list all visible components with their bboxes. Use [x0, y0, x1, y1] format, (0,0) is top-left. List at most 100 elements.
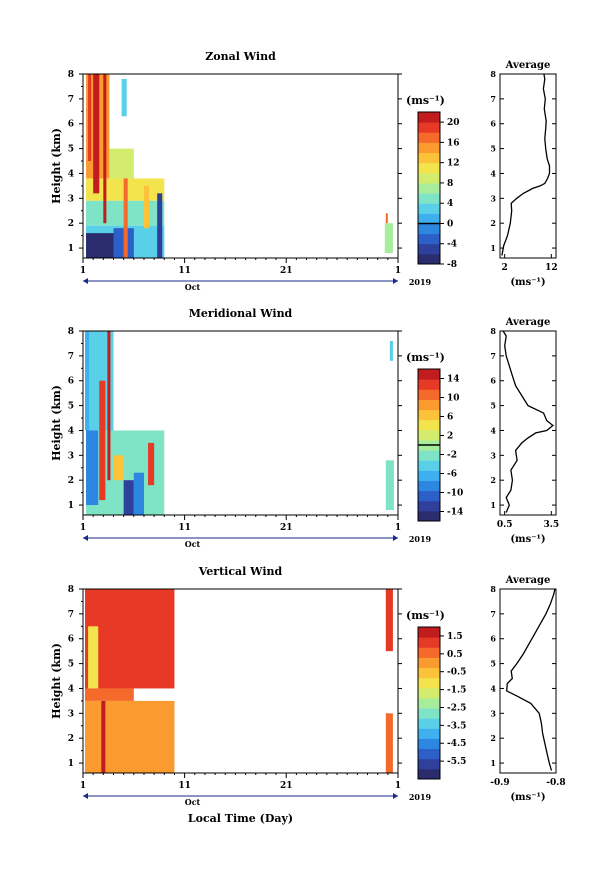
average-y-tick-label: 6 — [490, 376, 496, 386]
heatmap-cells — [85, 331, 394, 515]
heatmap-cell — [143, 185, 150, 229]
y-tick-label: 6 — [68, 120, 74, 130]
colorbar-swatch — [418, 193, 440, 204]
average-frame — [499, 330, 557, 516]
year-label: 2019 — [409, 534, 432, 544]
heatmap-cell — [88, 74, 92, 162]
average-profile-line — [506, 588, 556, 771]
x-tick-label: 21 — [280, 266, 293, 276]
colorbar-frame — [417, 111, 441, 265]
colorbar-swatch — [418, 470, 440, 481]
colorbar-swatch — [418, 697, 440, 709]
colorbar-swatch — [418, 419, 440, 431]
panel-title: Vertical Wind — [198, 565, 283, 578]
average-y-tick-label: 5 — [490, 144, 496, 154]
month-bar-arrow-right — [393, 793, 398, 799]
month-bar-arrow-right — [393, 535, 398, 541]
colorbar-swatch — [418, 389, 440, 400]
month-bar-arrow-left — [83, 278, 88, 284]
colorbar-tick-label: 0 — [447, 219, 453, 229]
average-y-tick-label: 7 — [490, 351, 496, 361]
y-tick-label: 5 — [68, 145, 74, 155]
colorbar-swatch — [418, 112, 440, 123]
heatmap-cell — [109, 148, 134, 179]
colorbar-swatch — [418, 677, 440, 689]
colorbar-swatch — [418, 162, 440, 174]
average-unit: (ms⁻¹) — [510, 792, 545, 803]
year-label: 2019 — [409, 792, 432, 802]
heatmap-cell — [384, 223, 393, 254]
heatmap-cell — [113, 455, 124, 481]
average-y-tick-label: 6 — [490, 119, 496, 129]
colorbar-swatch — [418, 122, 440, 133]
y-tick-label: 4 — [68, 426, 74, 436]
colorbar-tick-label: 8 — [447, 179, 453, 189]
colorbar-swatch — [418, 687, 440, 699]
average-y-tick-label: 2 — [490, 475, 496, 485]
average-y-tick-label: 4 — [490, 425, 496, 435]
average-y-tick-label: 4 — [490, 683, 496, 693]
average-y-tick-label: 7 — [490, 609, 496, 619]
colorbar-swatch — [418, 223, 440, 235]
y-tick-label: 3 — [68, 709, 74, 719]
colorbar-swatch — [418, 758, 440, 770]
y-tick-label: 3 — [68, 451, 74, 461]
plot-frame — [82, 330, 399, 516]
colorbar-tick-label: 16 — [447, 138, 460, 148]
y-tick-label: 1 — [68, 501, 74, 511]
average-x-tick-label: 0.5 — [497, 520, 513, 530]
colorbar-tick-label: 6 — [447, 413, 453, 423]
x-tick-label: 11 — [178, 266, 191, 276]
average-frame — [499, 588, 557, 774]
y-tick-label: 7 — [68, 610, 74, 620]
average-profile-line — [501, 73, 551, 256]
colorbar-unit: (ms⁻¹) — [406, 609, 445, 622]
colorbar-swatch — [418, 748, 440, 760]
average-x-tick-label: 2 — [502, 263, 508, 273]
y-tick-label: 8 — [68, 70, 74, 80]
heatmap-cell — [123, 178, 128, 258]
y-axis-label: Height (km) — [50, 385, 63, 461]
average-y-tick-label: 4 — [490, 168, 496, 178]
heatmap-cell — [123, 480, 134, 515]
heatmap-cell — [385, 213, 388, 224]
colorbar-tick-label: 12 — [447, 159, 460, 169]
colorbar-tick-label: -4 — [447, 240, 457, 250]
x-tick-label: 1 — [80, 266, 86, 276]
colorbar-swatch — [418, 233, 440, 245]
heatmap-cell — [385, 589, 393, 652]
colorbar-tick-label: -10 — [447, 489, 463, 499]
y-tick-label: 2 — [68, 734, 74, 744]
average-y-tick-label: 1 — [490, 243, 496, 253]
colorbar-tick-label: 0.5 — [447, 650, 463, 660]
y-tick-label: 2 — [68, 476, 74, 486]
y-tick-label: 6 — [68, 635, 74, 645]
colorbar-frame — [417, 626, 441, 780]
average-y-tick-label: 8 — [490, 584, 496, 594]
average-frame — [499, 73, 557, 259]
colorbar-swatch — [418, 132, 440, 143]
colorbar-swatch — [418, 213, 440, 224]
colorbar-tick-label: -5.5 — [447, 757, 466, 767]
y-tick-label: 4 — [68, 169, 74, 179]
colorbar-swatch — [418, 172, 440, 184]
colorbar-swatch — [418, 510, 440, 522]
average-y-tick-label: 5 — [490, 659, 496, 669]
colorbar-swatch — [418, 379, 440, 390]
colorbar-swatch — [418, 152, 440, 164]
colorbar-swatch — [418, 182, 440, 194]
heatmap-cell — [107, 331, 111, 481]
y-tick-label: 8 — [68, 327, 74, 337]
colorbar-tick-label: -2.5 — [447, 703, 466, 713]
colorbar-swatch — [418, 399, 440, 411]
y-tick-label: 8 — [68, 585, 74, 595]
plot-frame — [82, 73, 399, 259]
colorbar-swatch — [418, 429, 440, 441]
colorbar-swatch — [418, 768, 440, 780]
month-label: Oct — [185, 282, 201, 292]
heatmap-cell — [85, 688, 134, 701]
month-bar-arrow-left — [83, 793, 88, 799]
y-tick-label: 6 — [68, 377, 74, 387]
x-tick-label: 1 — [395, 523, 401, 533]
